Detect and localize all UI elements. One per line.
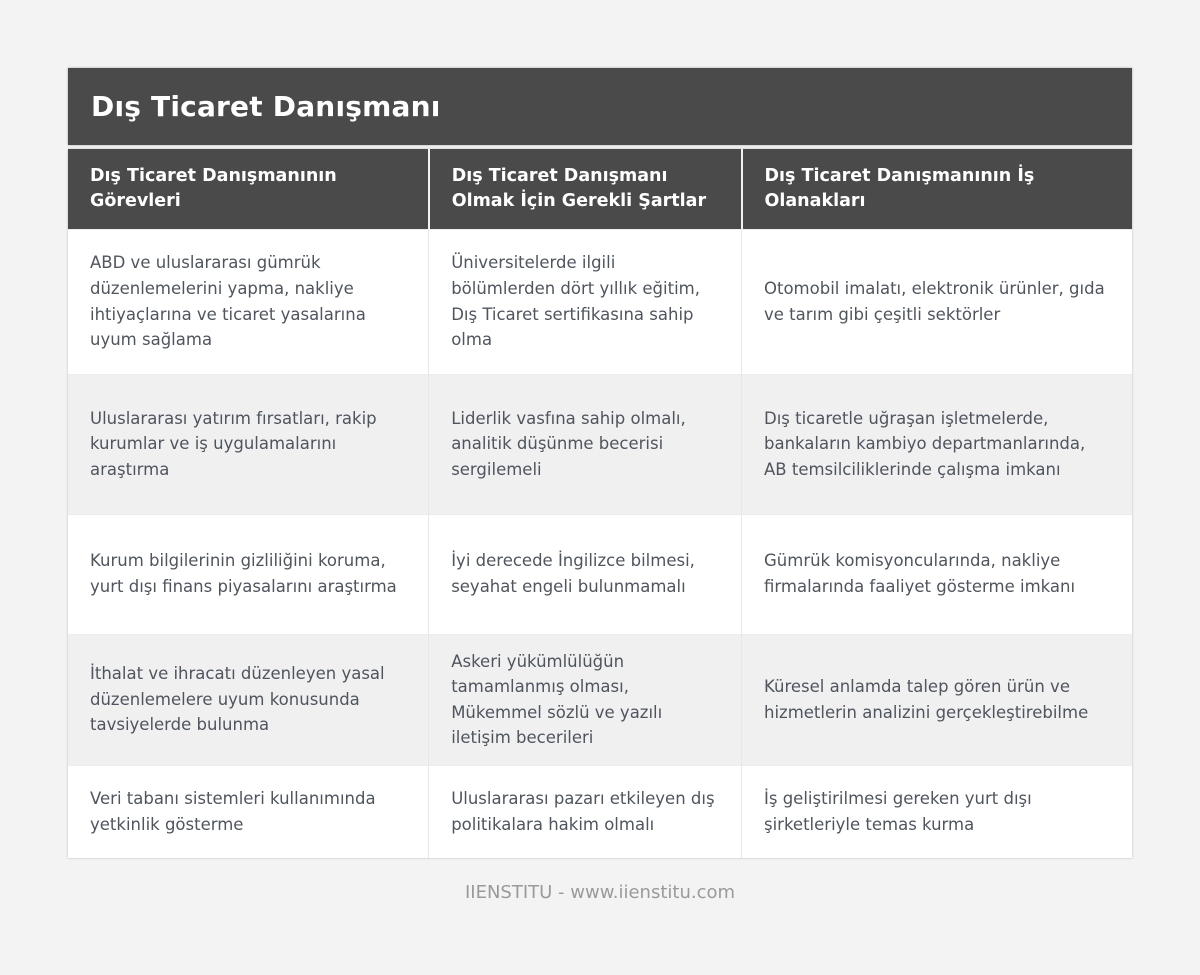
table-row: İthalat ve ihracatı düzenleyen yasal düz… [68,633,1132,766]
footer-credit: IIENSTITU - www.iienstitu.com [464,882,736,904]
cell-opportunities: Otomobil imalatı, elektronik ürünler, gı… [741,228,1132,374]
cell-opportunities: Küresel anlamda talep gören ürün ve hizm… [741,633,1132,766]
table-title-bar: Dış Ticaret Danışmanı [68,68,1132,145]
cell-requirements: Askeri yükümlülüğün tamamlanmış olması, … [428,633,742,766]
cell-opportunities: İş geliştirilmesi gereken yurt dışı şirk… [741,764,1132,859]
table-row: Veri tabanı sistemleri kullanımında yetk… [68,764,1132,859]
table-header-row: Dış Ticaret Danışmanının Görevleri Dış T… [68,149,1132,229]
table-row: Kurum bilgilerinin gizliliğini koruma, y… [68,513,1132,634]
content-table-card: Dış Ticaret Danışmanı Dış Ticaret Danışm… [68,68,1132,903]
cell-opportunities: Dış ticaretle uğraşan işletmelerde, bank… [741,373,1132,514]
cell-duties: ABD ve uluslararası gümrük düzenlemeleri… [68,228,429,374]
cell-requirements: Liderlik vasfına sahip olmalı, analitik … [428,373,742,514]
cell-duties: İthalat ve ihracatı düzenleyen yasal düz… [68,633,429,766]
cell-duties: Veri tabanı sistemleri kullanımında yetk… [68,764,429,859]
table-row: ABD ve uluslararası gümrük düzenlemeleri… [68,228,1132,374]
table-row: Uluslararası yatırım fırsatları, rakip k… [68,373,1132,514]
cell-requirements: Üniversitelerde ilgili bölümlerden dört … [428,228,742,374]
column-header-job-opportunities: Dış Ticaret Danışmanının İş Olanakları [740,149,1132,229]
consultant-info-table: Dış Ticaret Danışmanının Görevleri Dış T… [68,149,1132,859]
cell-opportunities: Gümrük komisyoncularında, nakliye firmal… [741,513,1132,634]
column-header-duties: Dış Ticaret Danışmanının Görevleri [68,149,429,229]
cell-duties: Uluslararası yatırım fırsatları, rakip k… [68,373,429,514]
cell-requirements: Uluslararası pazarı etkileyen dış politi… [428,764,742,859]
cell-requirements: İyi derecede İngilizce bilmesi, seyahat … [428,513,742,634]
page-title: Dış Ticaret Danışmanı [91,90,441,123]
cell-duties: Kurum bilgilerinin gizliliğini koruma, y… [68,513,429,634]
column-header-requirements: Dış Ticaret Danışmanı Olmak İçin Gerekli… [427,149,742,229]
